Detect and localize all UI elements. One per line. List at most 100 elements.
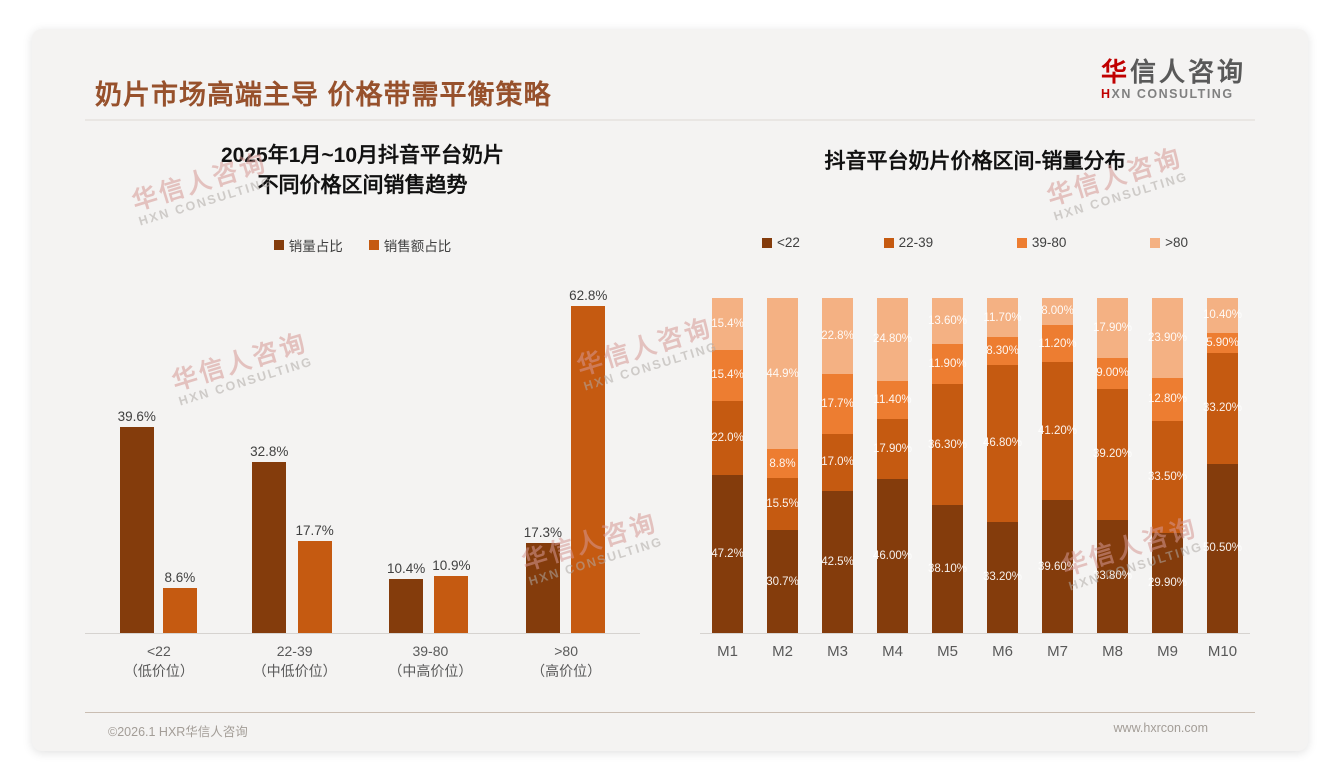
title-divider [85,119,1255,121]
stacked-segment: 15.4% [711,298,744,350]
category-tier: （中低价位） [252,663,337,679]
segment-value-label: 15.4% [711,369,744,382]
month-label: M8 [1102,643,1123,660]
segment-value-label: 22.8% [821,330,854,343]
month-label: M3 [827,643,848,660]
segment-value-label: 33.80% [1092,570,1133,583]
month-label: M7 [1047,643,1068,660]
stacked-segment: 15.5% [766,478,799,531]
segment-value-label: 42.5% [821,555,854,568]
legend-label: 39-80 [1031,235,1067,250]
month-label: M1 [717,643,738,660]
segment-value-label: 9.00% [1096,367,1129,380]
category-label: 39-80 （中高价位） [375,641,485,681]
category-tier: （低价位） [123,663,194,679]
month-label: M9 [1157,643,1178,660]
segment-value-label: 33.20% [1202,402,1243,415]
segment-value-label: 15.5% [766,498,799,511]
bar-group: 10.4% 10.9% [387,558,471,633]
bar-value-label: 10.9% [432,558,471,573]
bar-value-label: 17.3% [523,525,563,540]
bar-column: 17.7% [295,523,334,633]
bar-group: 32.8% 17.7% [250,444,334,633]
stacked-bar: 38.10% 36.30% 11.90% 13.60% [928,298,967,633]
segment-value-label: 38.10% [927,563,968,576]
legend-swatch [762,237,772,248]
segment-value-label: 11.70% [983,311,1022,324]
stacked-segment: 46.00% [873,478,912,633]
stacked-segment: 11.20% [1038,324,1077,363]
legend-item: 39-80 [1016,235,1067,250]
bar-group: 39.6% 8.6% [118,409,197,633]
segment-value-label: 36.30% [927,438,968,451]
month-label: M6 [992,643,1013,660]
legend-item: >80 [1150,235,1188,250]
category-range: 39-80 [412,643,449,659]
segment-value-label: 11.40% [873,393,912,406]
stacked-bar: 33.20% 46.80% 8.30% 11.70% [983,298,1022,633]
stacked-segment: 29.90% [1148,532,1187,633]
stacked-segment: 13.60% [928,298,967,344]
category-tier: （高价位） [531,663,602,679]
trend-chart-categories: <22 （低价位） 22-39 （中低价位） 39-80 （中高价位） >80 （高价位） [85,641,640,681]
segment-value-label: 17.7% [821,397,854,410]
bar-column: 8.6% [162,570,197,633]
bar-column: 10.9% [432,558,471,633]
stacked-segment: 41.20% [1038,362,1077,501]
category-label: >80 （高价位） [511,641,621,681]
stacked-segment: 24.80% [873,297,912,381]
stacked-segment: 17.7% [821,374,854,434]
stacked-segment: 50.50% [1203,463,1242,633]
legend-item: 销售额占比 [368,235,451,255]
stacked-segment: 8.8% [767,448,798,479]
segment-value-label: 39.20% [1092,448,1133,461]
stacked-segment: 33.50% [1148,420,1187,533]
bar-column: 17.3% [524,525,562,633]
stacked-segment: 39.60% [1038,500,1077,633]
bar [434,576,469,633]
legend-swatch [273,240,284,250]
distribution-chart-categories: M1 M2 M3 M4 M5 M6 M7 M8 M9 M10 [700,643,1250,660]
stacked-segment: 17.90% [873,418,912,479]
footer-copyright: ©2026.1 HXR华信人咨询 [108,725,248,739]
bar-value-label: 39.6% [117,409,156,424]
segment-value-label: 11.90% [928,357,967,370]
segment-value-label: 8.30% [986,345,1019,358]
category-range: <22 [147,643,171,659]
stacked-segment: 11.90% [928,343,967,384]
stacked-segment: 17.0% [821,433,854,491]
stacked-segment: 9.00% [1096,358,1129,389]
stacked-segment: 22.8% [821,297,854,375]
stacked-segment: 22.0% [711,401,744,475]
legend-item: 销量占比 [273,235,343,255]
bar-value-label: 17.7% [295,523,334,538]
stacked-segment: 12.80% [1148,377,1187,421]
bar [119,427,154,633]
segment-value-label: 46.80% [982,437,1023,450]
stacked-segment: 11.70% [983,298,1022,338]
segment-value-label: 8.8% [769,457,796,470]
bar [389,579,424,633]
segment-value-label: 33.50% [1147,470,1188,483]
footer-divider [85,712,1255,713]
footer-url: www.hxrcon.com [1113,721,1208,735]
category-label: <22 （低价位） [104,641,214,681]
stacked-segment: 5.90% [1206,332,1239,353]
segment-value-label: 33.20% [982,571,1023,584]
segment-value-label: 11.20% [1038,337,1077,350]
segment-value-label: 44.9% [766,367,799,380]
stacked-segment: 39.20% [1093,388,1132,520]
trend-chart-plot: 39.6% 8.6% 32.8% 17.7% 10.4% 10.9% 17.3% 62.8% [85,259,640,634]
segment-value-label: 13.60% [927,315,968,328]
legend-item: <22 [762,235,800,250]
legend-item: 22-39 [883,235,933,250]
bar-value-label: 8.6% [164,570,196,585]
segment-value-label: 30.7% [766,575,799,588]
category-range: >80 [554,643,578,659]
stacked-segment: 8.30% [986,337,1019,366]
distribution-chart-plot: 47.2% 22.0% 15.4% 15.4% 30.7% 15.5% 8.8% 44.9% 4… [700,297,1250,634]
stacked-bar: 29.90% 33.50% 12.80% 23.90% [1148,297,1187,633]
bar [297,541,332,633]
stacked-segment: 33.20% [983,521,1022,633]
stacked-segment: 10.40% [1203,298,1242,333]
